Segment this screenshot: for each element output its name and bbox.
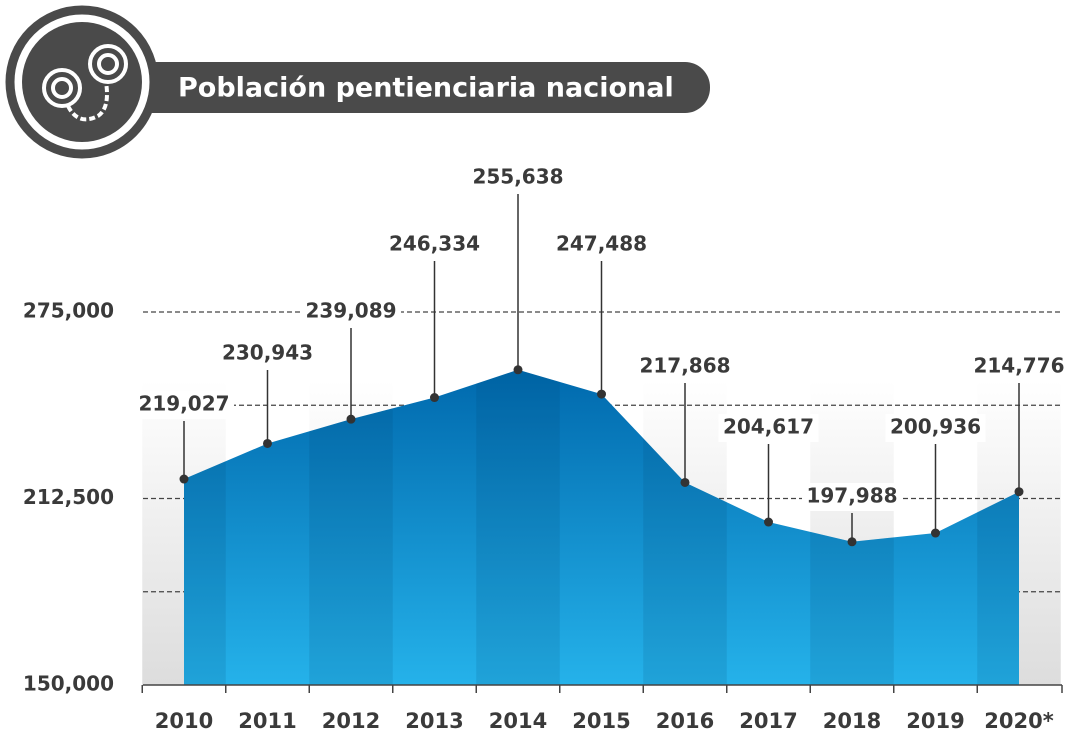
label-bg [468, 164, 568, 192]
x-tick-label: 2020* [984, 709, 1053, 732]
x-tick-label: 2017 [739, 709, 797, 732]
data-label: 217,868 [639, 354, 730, 378]
icon-bg [22, 22, 142, 142]
y-tick-label: 275,000 [23, 299, 114, 323]
data-label: 204,617 [723, 415, 814, 439]
data-label: 219,027 [138, 392, 229, 416]
label-bg [802, 483, 902, 511]
label-bg [635, 353, 735, 381]
data-point [513, 365, 523, 375]
area-stripe [309, 369, 393, 685]
y-tick-label: 212,500 [23, 485, 114, 509]
data-label: 230,943 [222, 341, 313, 365]
x-tick-label: 2013 [405, 709, 463, 732]
data-point [263, 438, 272, 448]
data-point [346, 414, 356, 424]
handcuffs-icon [42, 44, 128, 122]
x-tick-label: 2016 [656, 709, 714, 732]
x-tick-label: 2015 [572, 709, 630, 732]
y-tick-label: 150,000 [23, 672, 114, 696]
x-tick-label: 2014 [489, 709, 547, 732]
x-tick-label: 2019 [906, 709, 964, 732]
label-bg [885, 414, 986, 442]
data-label: 255,638 [472, 165, 563, 189]
data-label: 247,488 [556, 232, 647, 256]
x-tick-label: 2012 [322, 709, 380, 732]
chart-title: Población pentienciaria nacional [178, 73, 674, 104]
data-point [1014, 487, 1024, 497]
data-point [680, 477, 690, 487]
title-banner [120, 62, 710, 113]
x-tick-label: 2018 [823, 709, 881, 732]
data-label: 214,776 [973, 354, 1064, 378]
label-bg [134, 391, 234, 419]
data-point [931, 528, 940, 538]
label-bg [217, 340, 318, 368]
data-point [430, 393, 439, 403]
label-bg [384, 231, 485, 259]
label-bg [718, 414, 819, 442]
data-label: 239,089 [305, 299, 396, 323]
label-bg [969, 353, 1068, 381]
data-point [597, 389, 606, 399]
label-bg [301, 298, 401, 326]
x-tick-label: 2010 [155, 709, 213, 732]
data-label: 197,988 [806, 484, 897, 508]
label-bg [551, 231, 652, 259]
x-tick-label: 2011 [238, 709, 296, 732]
area [184, 369, 1019, 685]
data-point [179, 474, 189, 484]
data-point [764, 517, 773, 527]
data-point [847, 537, 857, 547]
data-label: 200,936 [890, 415, 981, 439]
area-stripe [476, 369, 560, 685]
header: Población pentienciaria nacional [5, 5, 710, 159]
data-label: 246,334 [389, 232, 480, 256]
